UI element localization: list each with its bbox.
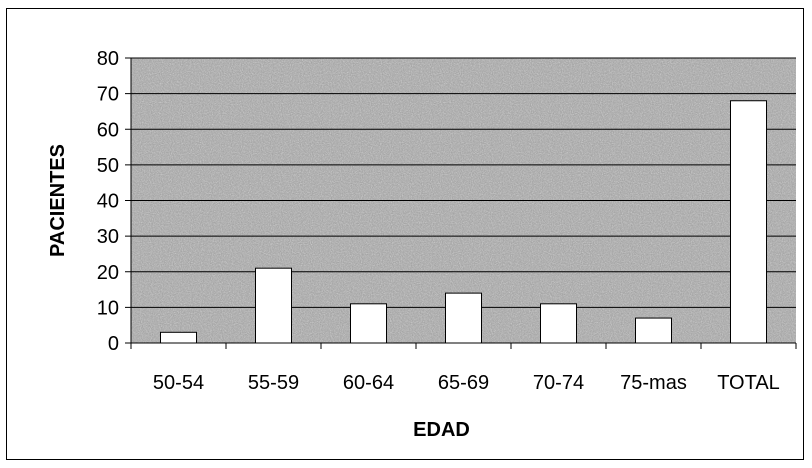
x-tick-label: 50-54 <box>153 372 204 394</box>
y-tick-label: 0 <box>108 333 119 355</box>
x-tick-label: 60-64 <box>343 372 394 394</box>
y-tick-label: 10 <box>97 297 119 319</box>
x-tick-label: TOTAL <box>717 372 780 394</box>
y-axis-title: PACIENTES <box>47 144 69 257</box>
bar-50-54 <box>160 331 197 344</box>
bar-total <box>730 100 767 344</box>
bar-chart: 0 10 20 30 40 50 60 70 80 50-54 55-59 60-64 65-69 70… <box>47 48 797 441</box>
axes <box>125 57 797 349</box>
gridlines <box>131 57 796 308</box>
bar-75-mas <box>635 317 672 344</box>
y-tick-labels: 0 10 20 30 40 50 60 70 80 <box>97 48 119 355</box>
bar-65-69 <box>445 292 482 344</box>
x-axis-title: EDAD <box>413 419 470 441</box>
bar-60-64 <box>350 303 387 344</box>
y-tick-label: 60 <box>97 119 119 141</box>
chart-frame: 0 10 20 30 40 50 60 70 80 50-54 55-59 60-64 65-69 70… <box>6 8 804 460</box>
y-tick-label: 50 <box>97 155 119 177</box>
y-tick-label: 70 <box>97 84 119 106</box>
x-tick-label: 75-mas <box>620 372 687 394</box>
x-tick-labels: 50-54 55-59 60-64 65-69 70-74 75-mas TOTAL <box>153 372 780 394</box>
bars <box>160 100 767 344</box>
x-tick-label: 55-59 <box>248 372 299 394</box>
x-tick-label: 70-74 <box>533 372 584 394</box>
y-tick-label: 30 <box>97 226 119 248</box>
bar-70-74 <box>540 303 577 344</box>
y-tick-label: 80 <box>97 48 119 70</box>
y-tick-label: 20 <box>97 262 119 284</box>
y-tick-label: 40 <box>97 191 119 213</box>
bar-55-59 <box>255 267 292 344</box>
x-tick-label: 65-69 <box>438 372 489 394</box>
